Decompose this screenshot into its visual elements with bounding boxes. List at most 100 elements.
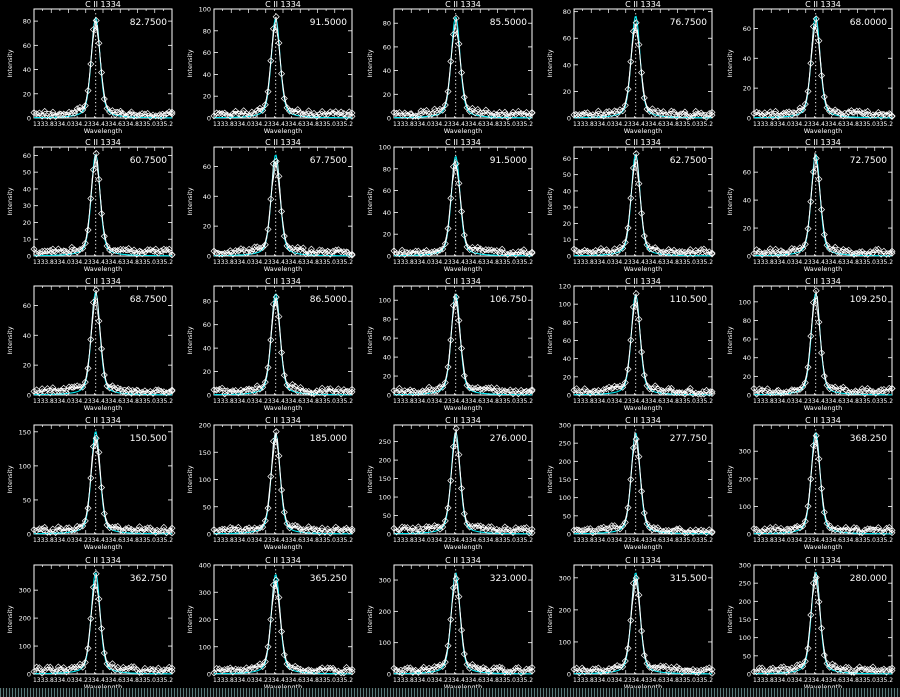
x-tick-labels: 1333.8334.0334.2334.4334.6334.8335.0335.… — [573, 259, 713, 266]
x-axis-label: Wavelength — [264, 265, 303, 273]
peak-value-label: 76.7500 — [670, 18, 707, 28]
data-point-diamond — [98, 483, 106, 491]
data-point-diamond — [613, 524, 621, 532]
observed-profile — [36, 24, 173, 118]
data-point-diamond — [409, 112, 417, 120]
data-point-diamond — [30, 668, 38, 676]
data-point-diamond — [441, 101, 449, 109]
y-tick-label: 60 — [383, 187, 391, 195]
data-point-diamond — [154, 249, 162, 257]
data-point-diamond — [777, 247, 785, 255]
y-axis-label: Intensity — [186, 465, 194, 493]
data-point-diamond — [670, 389, 678, 397]
data-point-diamond — [229, 387, 237, 395]
data-point-diamond — [229, 668, 237, 676]
chart-panel-25: C II 1334 0 50 100 150 200 250 300 1333.8334.033… — [726, 556, 896, 691]
peak-value-label: 276.000 — [490, 434, 527, 444]
data-point-diamond — [401, 250, 409, 258]
observed-profile — [575, 153, 713, 256]
data-point-diamond — [68, 526, 76, 534]
observed-profile — [753, 24, 893, 118]
y-tick-label: 60 — [743, 25, 751, 33]
data-point-diamond — [629, 303, 637, 311]
observed-profile — [393, 159, 533, 256]
y-tick-label: 200 — [559, 606, 571, 614]
data-point-diamond — [414, 523, 422, 531]
panel-title: C II 1334 — [85, 0, 121, 9]
observed-profile — [36, 159, 173, 256]
data-point-diamond — [49, 108, 57, 116]
data-point-diamond — [501, 523, 509, 531]
data-point-diamond — [589, 248, 597, 256]
data-point-diamond — [62, 389, 70, 397]
y-axis-label: Intensity — [546, 187, 554, 215]
data-point-diamond — [791, 109, 799, 117]
data-point-diamond — [506, 249, 514, 257]
data-point-diamond — [130, 663, 138, 671]
data-point-diamond — [89, 166, 97, 174]
fit-profile — [574, 15, 712, 119]
data-point-diamond — [318, 524, 326, 532]
data-point-diamond — [648, 526, 656, 534]
data-point-diamond — [882, 524, 890, 532]
data-point-diamond — [850, 524, 858, 532]
observed-profile — [35, 438, 173, 533]
data-point-diamond — [702, 386, 710, 394]
data-point-diamond — [237, 527, 245, 535]
data-point-diamond — [449, 163, 457, 171]
y-tick-label: 200 — [379, 457, 391, 465]
observed-profile — [213, 433, 353, 534]
panel-title: C II 1334 — [85, 416, 121, 425]
x-tick-labels: 1333.8334.0334.2334.4334.6334.8335.0335.… — [573, 677, 713, 684]
fit-profile — [754, 432, 892, 535]
panel-title: C II 1334 — [265, 0, 301, 9]
data-point-diamond — [485, 109, 493, 117]
data-point-diamond — [777, 663, 785, 671]
data-point-diamond — [412, 112, 420, 120]
data-point-diamond — [581, 526, 589, 534]
data-point-diamond — [114, 247, 122, 255]
data-point-diamond — [98, 210, 106, 218]
data-point-diamond — [264, 504, 272, 512]
y-axis-label: Intensity — [726, 605, 734, 633]
data-point-diamond — [81, 102, 89, 110]
fit-profile — [754, 16, 892, 119]
data-point-diamond — [755, 385, 763, 393]
data-point-diamond — [125, 110, 133, 118]
data-point-diamond — [694, 248, 702, 256]
data-point-diamond — [348, 388, 356, 396]
peak-value-label: 62.7500 — [670, 156, 707, 166]
data-point-diamond — [302, 387, 310, 395]
data-point-diamond — [646, 524, 654, 532]
fit-profile — [214, 432, 352, 535]
data-point-diamond — [479, 109, 487, 117]
observed-profile — [755, 577, 893, 673]
data-point-diamond — [874, 387, 882, 395]
y-tick-label: 40 — [743, 354, 751, 362]
data-point-diamond — [504, 668, 512, 676]
fit-profile — [34, 17, 172, 119]
peak-value-label: 277.750 — [670, 434, 707, 444]
data-point-diamond — [428, 525, 436, 533]
observed-profile — [573, 577, 713, 674]
data-point-diamond — [313, 667, 321, 675]
data-point-diamond — [888, 384, 896, 392]
data-point-diamond — [858, 529, 866, 537]
y-tick-label: 20 — [743, 373, 751, 381]
y-tick-label: 60 — [383, 335, 391, 343]
data-point-diamond — [130, 388, 138, 396]
data-point-diamond — [705, 389, 713, 397]
data-point-diamond — [632, 290, 640, 298]
data-point-diamond — [280, 232, 288, 240]
data-point-diamond — [613, 248, 621, 256]
data-point-diamond — [780, 663, 788, 671]
data-point-diamond — [92, 570, 100, 578]
x-tick-labels: 1333.8334.0334.2334.4334.6334.8335.0335.… — [33, 259, 173, 266]
data-point-diamond — [842, 386, 850, 394]
data-point-diamond — [348, 112, 356, 120]
data-point-diamond — [597, 244, 605, 252]
x-axis-label: Wavelength — [84, 265, 123, 273]
y-tick-label: 20 — [23, 362, 31, 370]
data-point-diamond — [326, 385, 334, 393]
data-point-diamond — [269, 300, 277, 308]
